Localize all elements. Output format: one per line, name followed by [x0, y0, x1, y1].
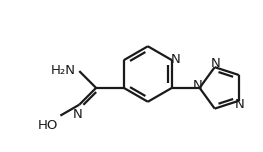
Text: N: N: [72, 108, 82, 121]
Text: H₂N: H₂N: [50, 64, 75, 77]
Text: N: N: [211, 57, 221, 70]
Text: N: N: [235, 98, 245, 111]
Text: N: N: [171, 53, 181, 66]
Text: HO: HO: [38, 119, 58, 132]
Text: N: N: [193, 79, 203, 92]
